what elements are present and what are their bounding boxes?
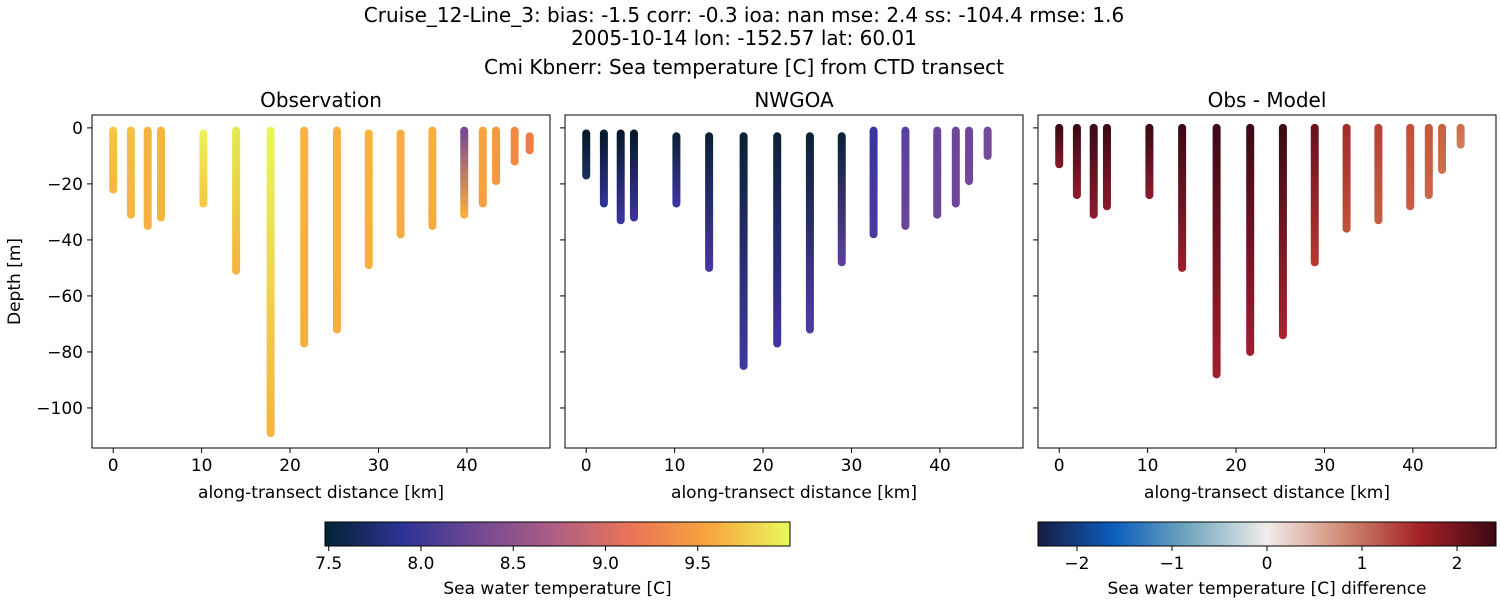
suptitle: Cmi Kbnerr: Sea temperature [C] from CTD…: [484, 55, 1004, 79]
x-tick-label: 0: [1054, 456, 1065, 476]
y-axis-label: Depth [m]: [5, 238, 25, 325]
plot-frame: [564, 114, 1024, 449]
colorbar-label: Sea water temperature [C] difference: [1107, 579, 1426, 599]
colorbar-tick-label: 8.0: [407, 554, 434, 574]
colorbar-tick-label: −2: [1064, 554, 1089, 574]
panel-title: Obs - Model: [1208, 88, 1327, 112]
x-axis-label: along-transect distance [km]: [1144, 483, 1390, 503]
colorbar-tick-label: 8.5: [500, 554, 527, 574]
y-tick-label: −40: [47, 231, 83, 251]
x-tick-label: 20: [752, 456, 774, 476]
x-tick-label: 40: [929, 456, 951, 476]
y-tick-label: 0: [72, 119, 83, 139]
panel-title: Observation: [260, 88, 382, 112]
panel-title: NWGOA: [754, 88, 834, 112]
x-tick-label: 30: [1314, 456, 1336, 476]
y-tick-label: −80: [47, 343, 83, 363]
colorbar-tick-label: 2: [1452, 554, 1463, 574]
y-tick-label: −100: [36, 399, 83, 419]
colorbar-tick-label: −1: [1159, 554, 1184, 574]
x-axis-label: along-transect distance [km]: [671, 483, 917, 503]
colorbar-label: Sea water temperature [C]: [443, 579, 671, 599]
x-tick-label: 40: [456, 456, 478, 476]
plot-frame: [1037, 114, 1497, 449]
colorbar-tick-label: 1: [1357, 554, 1368, 574]
x-tick-label: 10: [191, 456, 213, 476]
colorbar: [324, 521, 791, 547]
colorbar-tick-label: 9.5: [684, 554, 711, 574]
x-tick-label: 30: [368, 456, 390, 476]
colorbar-tick-label: 7.5: [315, 554, 342, 574]
x-tick-label: 20: [1225, 456, 1247, 476]
x-tick-label: 40: [1402, 456, 1424, 476]
suptitle: Cruise_12-Line_3: bias: -1.5 corr: -0.3 …: [364, 3, 1125, 27]
plot-frame: [91, 114, 551, 449]
x-tick-label: 20: [279, 456, 301, 476]
y-tick-label: −60: [47, 287, 83, 307]
x-tick-label: 0: [581, 456, 592, 476]
colorbar: [1037, 521, 1497, 547]
x-axis-label: along-transect distance [km]: [198, 483, 444, 503]
x-tick-label: 30: [841, 456, 863, 476]
colorbar-tick-label: 9.0: [592, 554, 619, 574]
colorbar-tick-label: 0: [1262, 554, 1273, 574]
x-tick-label: 10: [664, 456, 686, 476]
y-tick-label: −20: [47, 175, 83, 195]
x-tick-label: 0: [108, 456, 119, 476]
suptitle: 2005-10-14 lon: -152.57 lat: 60.01: [571, 26, 917, 50]
x-tick-label: 10: [1137, 456, 1159, 476]
